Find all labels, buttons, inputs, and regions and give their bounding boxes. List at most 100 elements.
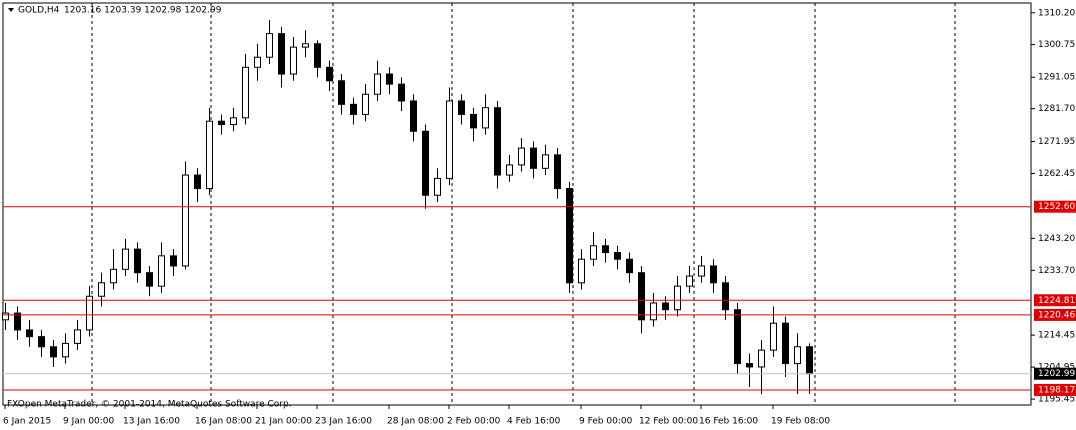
x-tick-label: 16 Jan 08:00: [195, 417, 252, 427]
candle-body: [410, 100, 417, 132]
x-tick-label: 19 Feb 08:00: [771, 417, 830, 427]
quote: 1203.16 1203.39 1202.98 1202.99: [64, 6, 222, 16]
candle-body: [698, 265, 705, 277]
symbol: GOLD,H4: [18, 6, 60, 16]
x-tick-label: 21 Jan 00:00: [255, 417, 312, 427]
candle-body: [314, 43, 321, 68]
candle-body: [62, 342, 69, 358]
candle-body: [770, 322, 777, 351]
candle-body: [614, 251, 621, 260]
candle-body: [350, 103, 357, 115]
candle-body: [794, 346, 801, 365]
candle-body: [230, 117, 237, 126]
candle-body: [686, 275, 693, 287]
y-tick-label: 1195.45: [1038, 395, 1075, 405]
candle-body: [206, 120, 213, 190]
candle-body: [674, 285, 681, 311]
candle-body: [134, 248, 141, 274]
candle-body: [182, 174, 189, 267]
x-tick-label: 9 Feb 00:00: [579, 417, 633, 427]
candle-body: [542, 154, 549, 169]
menu-triangle: [8, 8, 14, 12]
candle-body: [530, 147, 537, 169]
x-tick-label: 23 Jan 16:00: [315, 417, 372, 427]
candle-body: [806, 346, 813, 375]
candle-body: [386, 73, 393, 85]
level-label: 1224.81: [1038, 296, 1075, 306]
level-label-box: [1034, 383, 1076, 396]
candle-body: [38, 336, 45, 348]
candle-body: [734, 309, 741, 365]
candle-body: [266, 33, 273, 58]
y-tick-label: 1281.70: [1038, 104, 1075, 114]
candle-body: [650, 302, 657, 321]
x-tick-label: 9 Jan 00:00: [63, 417, 115, 427]
level-label-box: [1034, 294, 1076, 307]
candle-body: [86, 295, 93, 331]
candle-body: [662, 302, 669, 311]
candle-body: [98, 282, 105, 297]
candle-body: [782, 322, 789, 365]
y-tick-label: 1233.70: [1038, 266, 1075, 276]
candle-body: [326, 66, 333, 82]
x-tick-label: 16 Feb 16:00: [699, 417, 758, 427]
candle-body: [110, 268, 117, 284]
plot-frame: [2, 2, 1032, 406]
candle-body: [242, 66, 249, 119]
y-tick-label: 1262.45: [1038, 169, 1075, 179]
candle-body: [506, 164, 513, 176]
candle-body: [446, 100, 453, 179]
candle-body: [590, 245, 597, 260]
candle-body: [26, 329, 33, 338]
level-label: 1220.46: [1038, 310, 1075, 320]
y-tick-label: 1291.05: [1038, 73, 1075, 83]
candle-body: [470, 113, 477, 129]
candle-body: [146, 272, 153, 287]
candle-body: [566, 188, 573, 284]
candle-body: [494, 107, 501, 176]
current-price-box: [1034, 367, 1076, 380]
candle-body: [50, 346, 57, 358]
candle-body: [170, 255, 177, 267]
candle-body: [746, 363, 753, 368]
y-tick-label: 1243.20: [1038, 234, 1075, 244]
candle-body: [254, 56, 261, 68]
candle-body: [338, 80, 345, 105]
candle-body: [758, 349, 765, 368]
candle-body: [374, 73, 381, 95]
candle-body: [362, 93, 369, 115]
candle-body: [218, 120, 225, 126]
candle-body: [722, 282, 729, 311]
level-label: 1198.17: [1038, 385, 1075, 395]
candle-body: [602, 245, 609, 253]
level-label: 1252.60: [1038, 202, 1075, 212]
y-tick-label: 1310.20: [1038, 8, 1075, 18]
y-tick-label: 1204.95: [1038, 363, 1075, 373]
y-tick-label: 1300.75: [1038, 40, 1075, 50]
candle-body: [302, 43, 309, 48]
x-tick-label: 28 Jan 08:00: [387, 417, 444, 427]
candle-body: [578, 258, 585, 284]
candle-body: [2, 312, 9, 321]
candle-body: [434, 177, 441, 196]
y-tick-label: 1214.45: [1038, 331, 1075, 341]
current-price-label: 1202.99: [1038, 369, 1075, 379]
candle-body: [518, 147, 525, 166]
x-tick-label: 12 Feb 00:00: [639, 417, 698, 427]
candle-body: [74, 329, 81, 344]
candle-body: [158, 255, 165, 287]
candle-body: [626, 258, 633, 274]
candle-body: [122, 248, 129, 270]
candle-body: [290, 46, 297, 75]
candle-body: [710, 265, 717, 284]
candle-body: [14, 312, 21, 331]
x-tick-label: 13 Jan 16:00: [123, 417, 180, 427]
candle-body: [482, 107, 489, 129]
candle-body: [194, 174, 201, 190]
level-label-box: [1034, 308, 1076, 321]
candle-body: [278, 33, 285, 75]
candle-body: [422, 130, 429, 196]
x-tick-label: 6 Jan 2015: [3, 417, 51, 427]
x-tick-label: 2 Feb 00:00: [447, 417, 501, 427]
